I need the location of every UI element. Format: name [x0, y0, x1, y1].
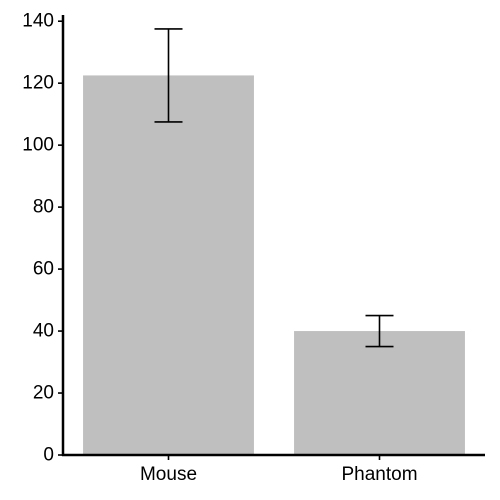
- bars-group: [83, 75, 465, 455]
- bar-mouse: [83, 75, 254, 455]
- x-tick-label-phantom: Phantom: [341, 464, 417, 485]
- error-bars-group: [154, 28, 394, 348]
- y-tick-label: 80: [33, 197, 54, 218]
- y-tick-label: 60: [33, 259, 54, 280]
- axes-group: [61, 15, 485, 457]
- y-tick-label: 0: [43, 445, 54, 466]
- y-ticks-group: 0 20 40 60 80 100 120 140: [22, 11, 63, 466]
- y-tick-label: 40: [33, 321, 54, 342]
- y-tick-label: 120: [22, 73, 54, 94]
- y-tick-label: 140: [22, 11, 54, 32]
- bar-phantom: [294, 331, 465, 455]
- y-tick-label: 100: [22, 135, 54, 156]
- x-tick-label-mouse: Mouse: [140, 464, 197, 485]
- x-ticks-group: Mouse Phantom: [140, 455, 418, 485]
- y-tick-label: 20: [33, 383, 54, 404]
